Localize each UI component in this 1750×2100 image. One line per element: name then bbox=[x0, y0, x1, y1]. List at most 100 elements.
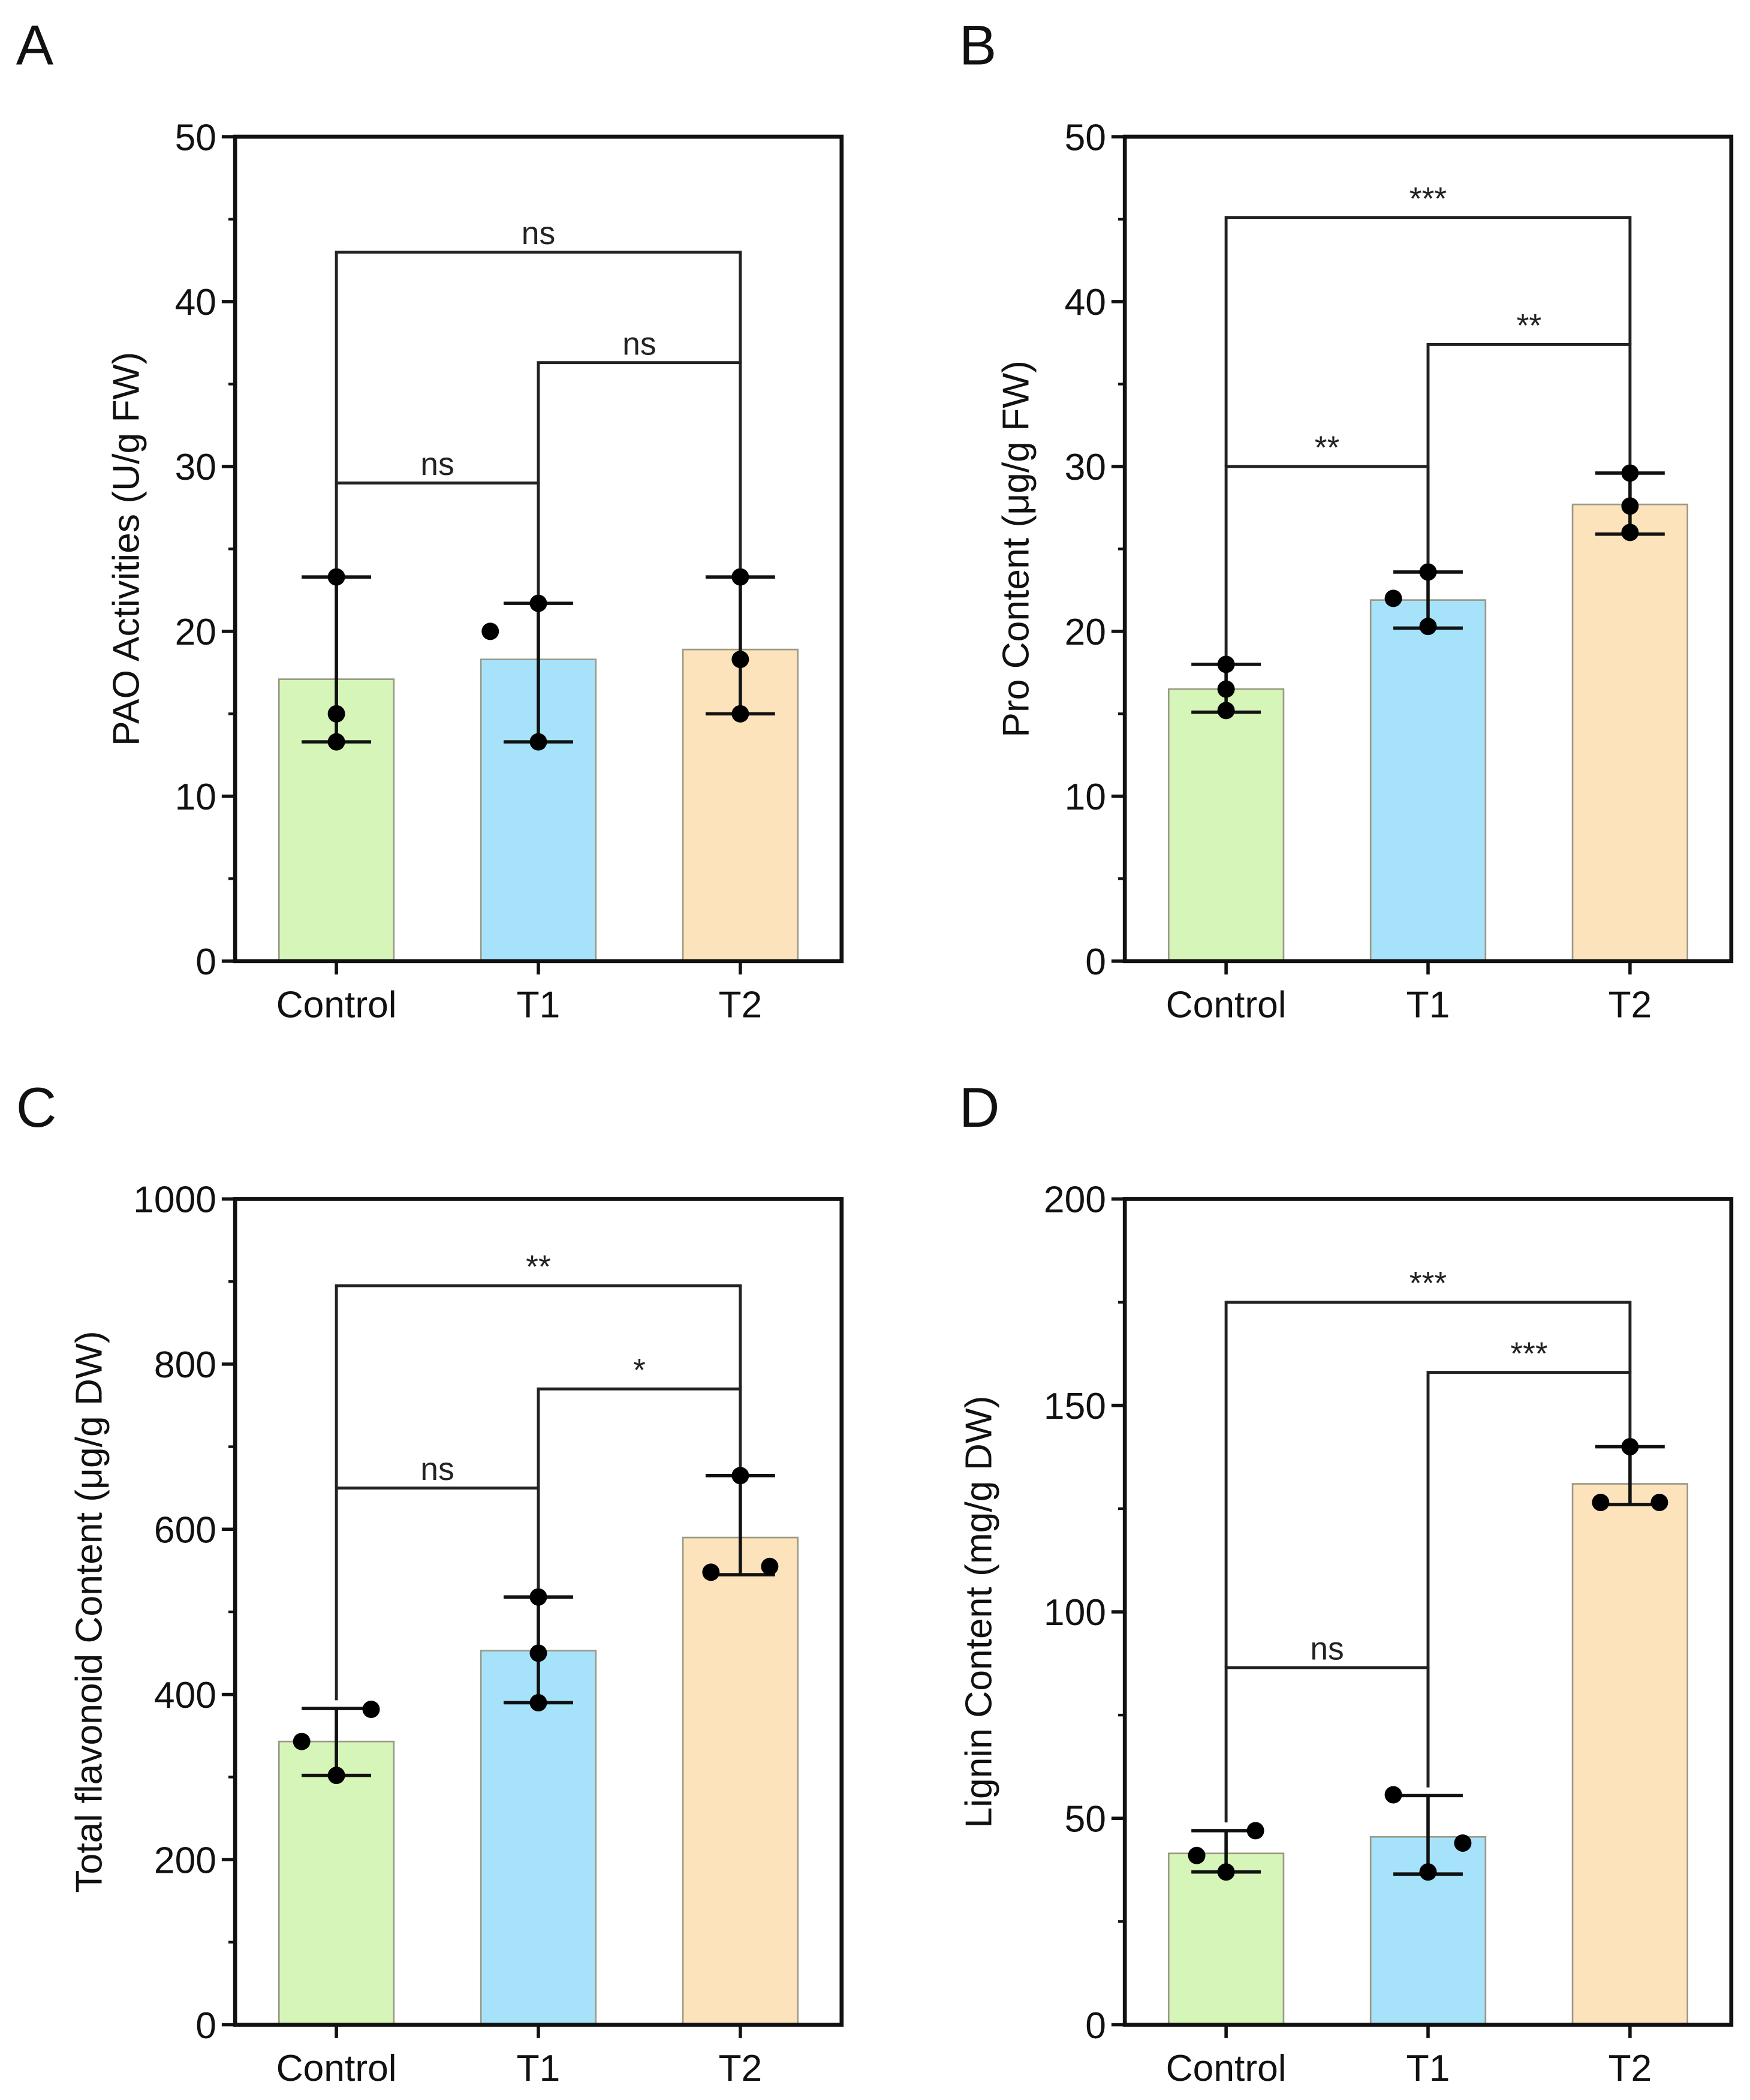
significance-label: ns bbox=[622, 326, 656, 362]
data-point bbox=[1217, 655, 1235, 673]
data-point bbox=[1621, 1438, 1639, 1456]
panel-label: A bbox=[16, 14, 54, 77]
y-tick-label: 1000 bbox=[133, 1180, 216, 1221]
significance-label: *** bbox=[1510, 1336, 1547, 1371]
bar-T2 bbox=[1571, 1483, 1689, 2026]
significance-label: *** bbox=[1409, 1266, 1447, 1301]
x-tick-label: T1 bbox=[1406, 2048, 1450, 2089]
significance-label: ns bbox=[420, 1452, 454, 1487]
y-tick-label: 200 bbox=[154, 1840, 216, 1881]
data-point bbox=[1592, 1494, 1610, 1512]
data-point bbox=[1454, 1834, 1472, 1852]
significance-label: * bbox=[633, 1353, 646, 1388]
x-tick-label: T2 bbox=[718, 2048, 762, 2089]
y-tick-label: 20 bbox=[175, 612, 216, 653]
y-axis-label: Pro Content (μg/g FW) bbox=[996, 360, 1037, 738]
data-point bbox=[702, 1563, 720, 1581]
significance-label: ** bbox=[526, 1250, 551, 1285]
x-tick-label: Control bbox=[276, 2048, 397, 2089]
data-point bbox=[1246, 1822, 1264, 1840]
data-point bbox=[1621, 524, 1639, 541]
panel-label: C bbox=[16, 1076, 57, 1139]
significance-bracket bbox=[1426, 343, 1632, 564]
panel-label: D bbox=[959, 1076, 1000, 1139]
data-point bbox=[1419, 563, 1437, 581]
data-point bbox=[1188, 1846, 1206, 1864]
data-point bbox=[1217, 702, 1235, 720]
data-point bbox=[1419, 618, 1437, 636]
y-tick-label: 20 bbox=[1065, 612, 1106, 653]
bar-T2 bbox=[682, 1536, 799, 2026]
data-point bbox=[1384, 589, 1402, 607]
y-tick-label: 50 bbox=[1065, 117, 1106, 158]
data-point bbox=[529, 1693, 547, 1711]
data-point bbox=[327, 705, 345, 723]
significance-bracket bbox=[537, 361, 742, 595]
data-point bbox=[731, 568, 749, 586]
y-tick-label: 40 bbox=[1065, 282, 1106, 323]
y-tick-label: 100 bbox=[1044, 1592, 1106, 1633]
x-tick-label: T2 bbox=[1608, 2048, 1652, 2089]
y-tick-label: 200 bbox=[1044, 1180, 1106, 1221]
data-point bbox=[529, 594, 547, 612]
y-tick-label: 0 bbox=[1085, 941, 1106, 983]
data-point bbox=[731, 705, 749, 723]
x-tick-label: Control bbox=[1166, 2048, 1287, 2089]
y-tick-label: 0 bbox=[195, 941, 216, 983]
significance-bracket bbox=[335, 251, 742, 483]
y-tick-label: 0 bbox=[1085, 2005, 1106, 2047]
data-point bbox=[731, 651, 749, 669]
y-axis-label: Total flavonoid Content (μg/g DW) bbox=[68, 1331, 110, 1893]
data-point bbox=[1621, 497, 1639, 515]
y-axis-label: PAO Activities (U/g FW) bbox=[106, 352, 147, 746]
significance-label: ** bbox=[1315, 431, 1340, 466]
significance-label: ns bbox=[1310, 1632, 1344, 1667]
y-tick-label: 600 bbox=[154, 1510, 216, 1551]
y-tick-label: 800 bbox=[154, 1344, 216, 1386]
bar-Control bbox=[1167, 1852, 1285, 2026]
x-tick-label: T1 bbox=[517, 2048, 561, 2089]
data-point bbox=[529, 733, 547, 751]
bar-T1 bbox=[1369, 599, 1487, 962]
significance-bracket bbox=[1224, 1301, 1632, 1668]
significance-label: ** bbox=[1517, 308, 1542, 344]
data-point bbox=[1217, 680, 1235, 698]
x-tick-label: Control bbox=[1166, 984, 1287, 1025]
y-tick-label: 150 bbox=[1044, 1386, 1106, 1427]
y-tick-label: 400 bbox=[154, 1675, 216, 1716]
x-tick-label: T1 bbox=[517, 984, 561, 1025]
panel-label: B bbox=[959, 14, 996, 77]
significance-bracket bbox=[537, 1387, 742, 1589]
bar-T1 bbox=[480, 1650, 597, 2026]
panel-D: Dns *** *** 0 50 100 150 200 Control T1 T2 Lignin C… bbox=[958, 1076, 1734, 2089]
data-point bbox=[1384, 1786, 1402, 1804]
data-point bbox=[761, 1557, 779, 1575]
y-tick-label: 40 bbox=[175, 282, 216, 323]
panel-A: Ans ns ns 0 10 20 30 40 50 Control T1 T2 PAO Activit… bbox=[16, 14, 844, 1025]
y-tick-label: 50 bbox=[175, 117, 216, 158]
significance-bracket bbox=[1426, 1371, 1632, 1788]
data-point bbox=[293, 1732, 311, 1750]
bar-Control bbox=[1167, 688, 1285, 962]
bar-Control bbox=[278, 1740, 395, 2026]
y-tick-label: 30 bbox=[175, 447, 216, 488]
data-point bbox=[529, 1644, 547, 1662]
y-axis-label: Lignin Content (mg/g DW) bbox=[958, 1395, 999, 1828]
data-point bbox=[327, 733, 345, 751]
y-tick-label: 50 bbox=[1065, 1799, 1106, 1840]
bar-T2 bbox=[1571, 503, 1689, 962]
significance-label: ns bbox=[522, 216, 555, 251]
data-point bbox=[529, 1588, 547, 1606]
data-point bbox=[1217, 1863, 1235, 1881]
significance-label: *** bbox=[1409, 181, 1447, 216]
data-point bbox=[1419, 1863, 1437, 1881]
y-tick-label: 30 bbox=[1065, 447, 1106, 488]
y-tick-label: 0 bbox=[195, 2005, 216, 2047]
data-point bbox=[1621, 464, 1639, 482]
data-point bbox=[327, 1767, 345, 1785]
data-point bbox=[731, 1467, 749, 1485]
x-tick-label: T2 bbox=[718, 984, 762, 1025]
x-tick-label: Control bbox=[276, 984, 397, 1025]
